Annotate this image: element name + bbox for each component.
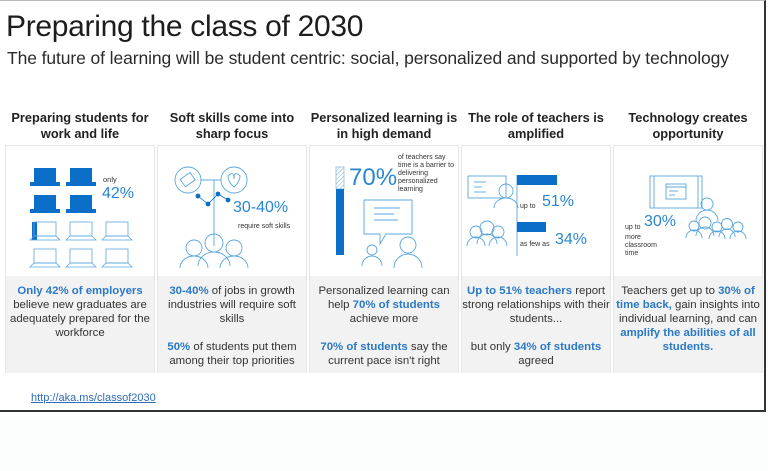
column-work-and-life: Preparing students for work and life [5, 110, 155, 373]
stat-30-40: 30-40% [233, 199, 289, 216]
panel: 70% of teachers say time is a barrier to… [309, 145, 459, 373]
column-heading: Soft skills come into sharp focus [169, 110, 295, 141]
column-heading: Personalized learning is in high demand [310, 110, 458, 141]
stat-42: 42% [102, 185, 135, 202]
panel-caption: Personalized learning can help 70% of st… [310, 276, 458, 373]
stat-34: 34% [555, 231, 588, 248]
laptops-icon: only 42% [6, 146, 154, 276]
stat-30: 30% [644, 213, 677, 230]
panel-caption: Up to 51% teachers report strong relatio… [462, 276, 610, 373]
soft-skills-icon: 30-40% require soft skills [158, 146, 306, 276]
classroom-board-icon: up to 30% more classroom time [614, 146, 762, 276]
column-heading: Preparing students for work and life [11, 110, 149, 141]
panel: up to 51% as few as 34% Up to 51% teache… [461, 145, 611, 373]
source-link[interactable]: http://aka.ms/classof2030 [31, 392, 156, 404]
bar-speech-icon: 70% of teachers say time is a barrier to… [310, 146, 458, 276]
column-personalized-learning: Personalized learning is in high demand [309, 110, 459, 373]
column-soft-skills: Soft skills come into sharp focus 30-40%… [157, 110, 307, 373]
teacher-bars-icon: up to 51% as few as 34% [462, 146, 610, 276]
panel: only 42% Only 42% of employers believe n… [5, 145, 155, 373]
panel-caption: Only 42% of employers believe new gradua… [6, 276, 154, 373]
panel: up to 30% more classroom time Teachers g… [613, 145, 763, 373]
panel-caption: Teachers get up to 30% of time back, gai… [614, 276, 762, 373]
panel-caption: 30-40% of jobs in growth industries will… [158, 276, 306, 373]
stat-51: 51% [542, 193, 575, 210]
column-heading: The role of teachers is amplified [468, 110, 604, 141]
page-title: Preparing the class of 2030 [6, 10, 364, 43]
page-subtitle: The future of learning will be student c… [7, 48, 729, 68]
column-technology: Technology creates opportunity up to 30%… [613, 110, 763, 373]
column-heading: Technology creates opportunity [628, 110, 748, 141]
panel: 30-40% require soft skills 30-40% of job… [157, 145, 307, 373]
stat-70: 70% [349, 164, 398, 191]
column-teachers-role: The role of teachers is amplified up to … [461, 110, 611, 373]
